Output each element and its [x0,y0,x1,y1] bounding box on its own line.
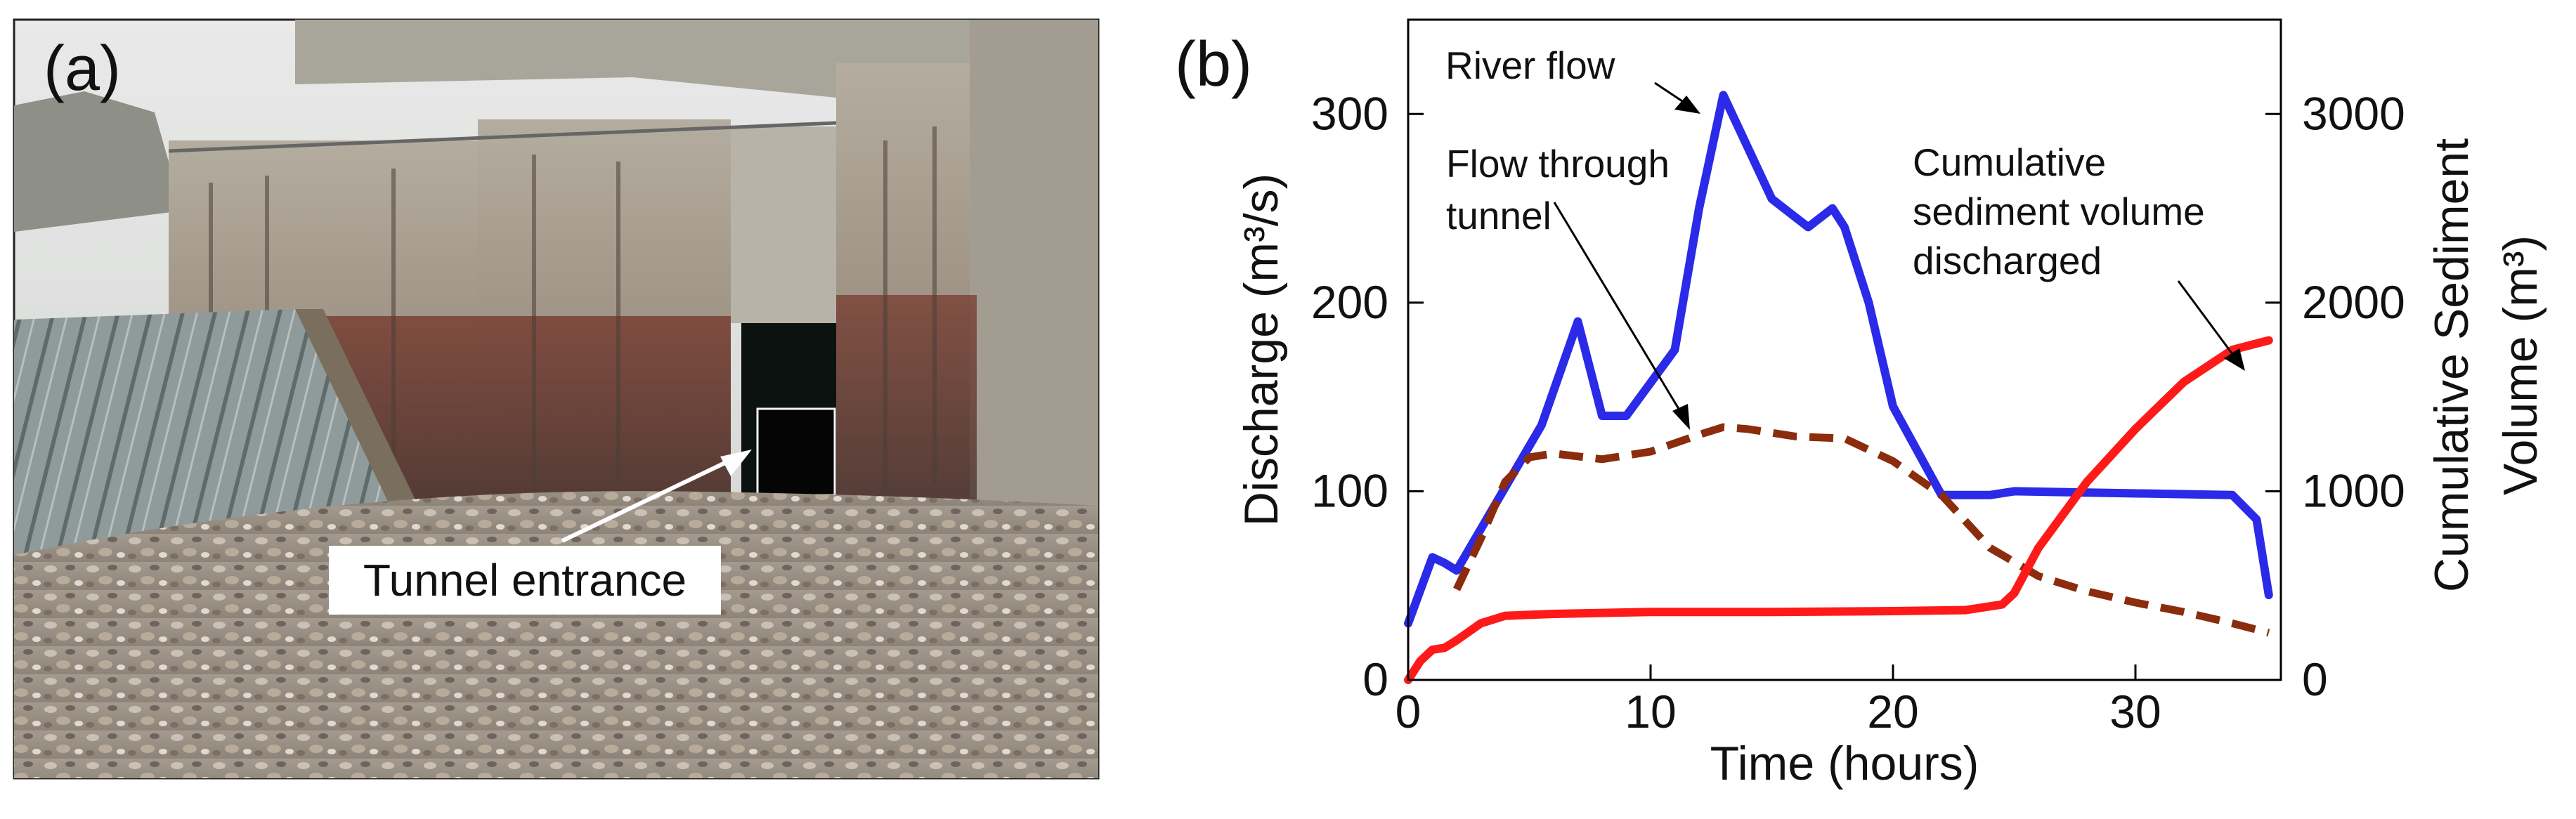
dam-pier-center [731,126,843,323]
plot-frame [1407,18,2282,681]
series-line-tunnel-flow [1453,423,2270,637]
y-axis-title-left: Discharge (m³/s) [1235,173,1288,527]
annotation-sediment-arrowhead [2224,348,2245,371]
y-tick-label-left: 300 [1311,87,1388,139]
y-tick-label-right: 0 [2302,653,2328,705]
tunnel-callout-arrowhead [720,450,752,476]
annotation-sediment-text-1: Cumulative [1913,140,2106,184]
y-tick-label-right: 3000 [2302,87,2405,139]
y-tick-label-left: 100 [1311,464,1388,516]
chart: 0 10 20 30 0 100 200 300 0 1000 2000 3000 Time (h… [1235,18,2547,790]
tunnel-callout-label: Tunnel entrance [363,555,687,605]
x-axis-title: Time (hours) [1710,737,1979,790]
gate-edge [295,309,422,513]
annotation-tunnel-flow-arrowhead [1672,404,1690,430]
tunnel-entrance-box [756,407,836,497]
annotation-tunnel-flow-arrow [1553,202,1684,417]
rust-band-right [836,295,977,506]
annotation-sediment-text-3: discharged [1913,239,2102,282]
series-line-sediment-volume [1404,336,2273,684]
x-tick-label: 0 [1396,686,1422,738]
tunnel-callout-arrow [561,458,732,543]
annotation-river-flow-arrowhead [1674,96,1700,114]
dam-tower [970,20,1098,511]
tunnel-callout-box [329,546,721,615]
annotation-tunnel-flow-text-1: Flow through [1446,142,1670,185]
y-tick-label-right: 1000 [2302,464,2405,516]
x-ticks: 0 10 20 30 [1396,664,2161,738]
x-tick-label: 20 [1867,686,1918,738]
railing [168,121,837,153]
y-tick-label-left: 0 [1362,653,1388,705]
y-axis-title-right-line2: Volume (m³) [2494,235,2547,495]
annotation-tunnel-flow-text-2: tunnel [1446,194,1552,237]
photo-panel: Tunnel entrance (a) [13,18,1100,780]
hillside [14,91,183,232]
panel-a-label: (a) [44,34,121,104]
radial-gate [14,309,393,562]
x-tick-label: 30 [2109,686,2161,738]
annotation-river-flow-arrow [1654,81,1687,105]
y-axis-title-right-line1: Cumulative Sediment [2425,138,2478,592]
annotation-river-flow-text: River flow [1445,44,1615,87]
annotation-tunnel-flow: Flow through tunnel [1446,142,1690,430]
panel-b-label: (b) [1175,30,1252,100]
y-ticks-left: 0 100 200 300 [1311,87,1424,705]
annotation-sediment-text-2: sediment volume [1913,190,2205,233]
gravel-bed [14,491,1098,778]
annotation-sediment-arrow [2177,280,2236,358]
y-tick-label-left: 200 [1311,276,1388,328]
annotation-sediment: Cumulative sediment volume discharged [1913,140,2245,371]
y-ticks-right: 0 1000 2000 3000 [2265,87,2405,705]
x-tick-label: 10 [1625,686,1676,738]
series-layer [1404,91,2273,684]
y-tick-label-right: 2000 [2302,276,2405,328]
annotation-river-flow: River flow [1445,44,1700,114]
